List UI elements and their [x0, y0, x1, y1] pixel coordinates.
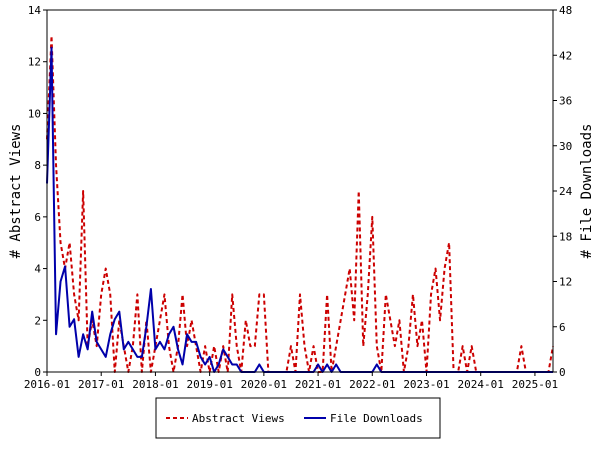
y-left-tick-label: 4 — [34, 263, 41, 276]
x-tick-label: 2023-01 — [403, 378, 449, 391]
series-line-abstract-views — [46, 34, 554, 373]
y-right-tick-label: 12 — [559, 276, 572, 289]
legend-label-file-downloads: File Downloads — [330, 412, 423, 425]
x-tick-label: 2020-01 — [241, 378, 287, 391]
y-right-tick-label: 48 — [559, 4, 572, 17]
y-left-tick-label: 12 — [28, 56, 41, 69]
series-layer — [46, 34, 554, 373]
y-left-tick-label: 6 — [34, 211, 41, 224]
x-tick-label: 2024-01 — [458, 378, 504, 391]
y-right-tick-label: 18 — [559, 230, 572, 243]
x-tick-label: 2019-01 — [186, 378, 232, 391]
y-right-tick-label: 0 — [559, 366, 566, 379]
legend-box — [155, 397, 441, 439]
y-axis-right-title: # File Downloads — [579, 124, 595, 259]
y-left-tick-label: 2 — [34, 314, 41, 327]
series-line-file-downloads — [46, 46, 553, 373]
y-left-tick-label: 0 — [34, 366, 41, 379]
y-left-tick-label: 10 — [28, 107, 41, 120]
y-left-tick-label: 8 — [34, 159, 41, 172]
x-tick-label: 2018-01 — [132, 378, 178, 391]
y-axis-left-title: # Abstract Views — [8, 124, 24, 259]
plot-frame — [46, 9, 554, 373]
legend: Abstract Views File Downloads — [155, 397, 441, 439]
x-tick-label: 2022-01 — [349, 378, 395, 391]
y-right-tick-label: 6 — [559, 321, 566, 334]
x-tick-label: 2017-01 — [78, 378, 124, 391]
y-right-tick-label: 36 — [559, 95, 572, 108]
y-right-tick-label: 24 — [559, 185, 573, 198]
y-left-tick-label: 14 — [28, 4, 42, 17]
y-right-tick-label: 30 — [559, 140, 572, 153]
x-tick-label: 2016-01 — [24, 378, 70, 391]
x-tick-label: 2021-01 — [295, 378, 341, 391]
y-right-tick-label: 42 — [559, 49, 572, 62]
x-tick-label: 2025-01 — [512, 378, 558, 391]
legend-label-abstract-views: Abstract Views — [192, 412, 285, 425]
